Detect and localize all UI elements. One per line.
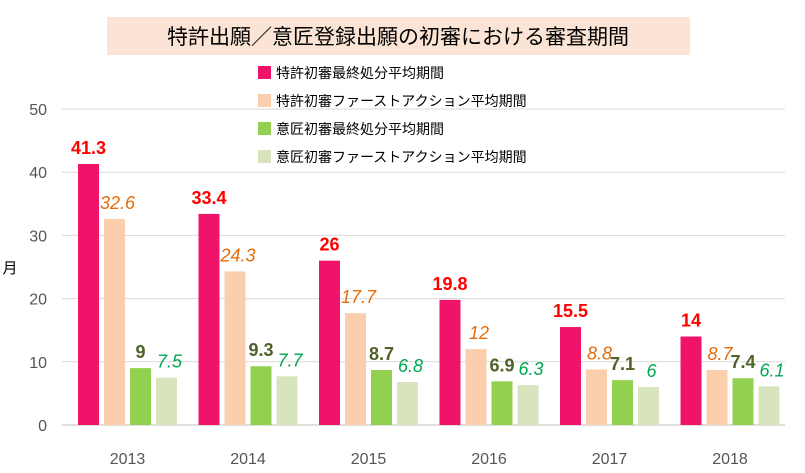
- data-label: 32.6: [100, 193, 136, 213]
- legend-label: 特許初審最終処分平均期間: [276, 65, 444, 82]
- legend-label: 意匠初審ファーストアクション平均期間: [276, 149, 527, 166]
- bar-2018-series-4: [758, 386, 780, 425]
- data-label: 19.8: [432, 274, 467, 294]
- x-tick-label: 2018: [712, 451, 748, 468]
- bar-2017-series-4: [638, 387, 659, 425]
- data-label: 8.8: [587, 343, 612, 363]
- y-tick-label: 40: [29, 165, 47, 182]
- y-tick-label: 30: [29, 228, 47, 245]
- data-label: 24.3: [219, 245, 255, 265]
- data-label: 9.3: [248, 340, 273, 360]
- legend-label: 意匠初審最終処分平均期間: [276, 121, 444, 138]
- bar-2016-series-4: [517, 385, 539, 425]
- bar-2018-series-2: [706, 370, 728, 425]
- data-label: 9: [135, 342, 145, 362]
- data-label: 6.9: [489, 355, 514, 375]
- bar-2015-series-2: [345, 313, 366, 425]
- chart-title-background: [107, 17, 690, 55]
- data-label: 17.7: [341, 287, 377, 307]
- data-label: 7.7: [277, 350, 303, 370]
- x-axis-ticks: 2013 2014 2015 2016 2017 2018: [110, 451, 748, 468]
- data-label: 14: [681, 311, 701, 331]
- data-label: 7.4: [730, 352, 755, 372]
- data-label: 33.4: [191, 188, 226, 208]
- data-label: 8.7: [369, 344, 394, 364]
- bar-2016-series-2: [465, 349, 487, 425]
- data-label: 6: [646, 361, 657, 381]
- data-label: 12: [469, 323, 489, 343]
- grid: [62, 108, 785, 426]
- x-tick-label: 2013: [110, 451, 146, 468]
- data-label: 26: [319, 235, 339, 255]
- bar-2015-series-3: [371, 370, 392, 425]
- bar-2018-series-1: [680, 336, 702, 425]
- y-tick-label: 10: [29, 355, 47, 372]
- data-label: 6.8: [398, 356, 423, 376]
- y-axis-ticks: 0 10 20 30 40 50: [29, 102, 47, 435]
- bar-2015-series-4: [397, 382, 418, 425]
- bar-2014-series-4: [276, 376, 298, 425]
- legend-swatch: [258, 66, 271, 79]
- legend: 特許初審最終処分平均期間特許初審ファーストアクション平均期間意匠初審最終処分平均…: [258, 65, 527, 166]
- bar-2016-series-3: [491, 381, 513, 425]
- data-label: 6.3: [518, 359, 543, 379]
- bar-2016-series-1: [439, 299, 461, 425]
- bar-2013-series-3: [130, 368, 151, 425]
- y-tick-label: 0: [38, 418, 47, 435]
- bar-2014-series-2: [224, 271, 246, 425]
- x-tick-label: 2015: [351, 451, 387, 468]
- data-label: 7.1: [610, 354, 635, 374]
- bar-2017-series-2: [586, 369, 607, 425]
- bar-2014-series-1: [198, 213, 220, 425]
- legend-swatch: [258, 150, 271, 163]
- bar-2015-series-1: [319, 260, 340, 425]
- data-label: 41.3: [71, 138, 106, 158]
- data-label: 15.5: [553, 301, 588, 321]
- bar-2014-series-3: [250, 366, 272, 425]
- data-labels: 41.332.69 7.533.424.39.37.72617.78.76.819…: [71, 138, 785, 381]
- bar-2013-series-1: [78, 163, 99, 425]
- bar-2018-series-3: [732, 378, 754, 425]
- data-label: 7.5: [157, 352, 183, 372]
- data-label: 6.1: [759, 360, 784, 380]
- bars: [78, 163, 780, 425]
- x-tick-label: 2014: [230, 451, 266, 468]
- bar-2017-series-3: [612, 380, 633, 425]
- x-tick-label: 2016: [471, 451, 507, 468]
- legend-label: 特許初審ファーストアクション平均期間: [276, 93, 527, 110]
- data-label: 8.7: [707, 344, 733, 364]
- y-tick-label: 50: [29, 102, 47, 119]
- legend-swatch: [258, 122, 271, 135]
- bar-2013-series-4: [156, 377, 177, 425]
- y-tick-label: 20: [29, 292, 47, 309]
- chart-title: 特許出願／意匠登録出願の初審における審査期間: [167, 25, 629, 49]
- bar-2017-series-1: [560, 327, 581, 425]
- x-tick-label: 2017: [592, 451, 628, 468]
- legend-swatch: [258, 94, 271, 107]
- bar-2013-series-2: [104, 218, 125, 425]
- y-axis-label: 月: [2, 259, 17, 277]
